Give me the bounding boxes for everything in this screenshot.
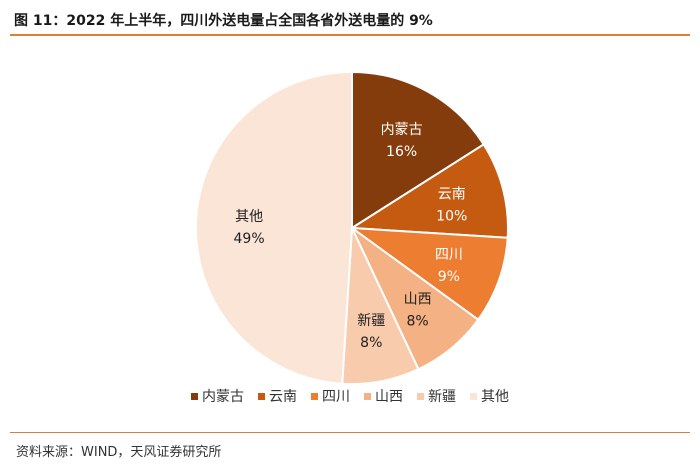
legend-item-3: 山西 [364, 386, 403, 406]
slice-value-label: 9% [438, 269, 460, 285]
legend-label: 内蒙古 [202, 389, 244, 405]
pie-slice-5 [195, 70, 353, 385]
legend-swatch [191, 392, 198, 400]
slice-name-label: 四川 [435, 247, 463, 263]
legend-item-2: 四川 [311, 386, 350, 406]
footer-divider [10, 432, 690, 433]
pie-slice-1 [348, 143, 509, 239]
pie-slice-0 [351, 70, 486, 230]
legend-swatch [311, 392, 318, 400]
legend-item-5: 其他 [470, 386, 509, 406]
chart-title: 图 11：2022 年上半年，四川外送电量占全国各省外送电量的 9% [14, 13, 433, 29]
legend-swatch [417, 392, 424, 400]
slice-value-label: 49% [234, 231, 265, 247]
slice-value-label: 16% [386, 144, 417, 160]
slice-value-label: 8% [360, 335, 382, 351]
legend-label: 山西 [375, 389, 403, 405]
title-divider [10, 34, 690, 36]
chart-legend: 内蒙古 云南 四川 山西 新疆 其他 [0, 386, 700, 406]
legend-label: 四川 [322, 389, 350, 405]
legend-label: 云南 [269, 389, 297, 405]
slice-name-label: 云南 [438, 186, 466, 202]
legend-label: 新疆 [428, 389, 456, 405]
source-note: 资料来源：WIND，天风证券研究所 [16, 445, 222, 460]
legend-item-1: 云南 [258, 386, 297, 406]
slice-name-label: 新疆 [357, 313, 385, 329]
pie-slice-2 [348, 226, 509, 322]
legend-swatch [470, 392, 477, 400]
legend-item-0: 内蒙古 [191, 386, 244, 406]
legend-swatch [258, 392, 265, 400]
legend-swatch [364, 392, 371, 400]
slice-name-label: 其他 [235, 209, 263, 225]
legend-item-4: 新疆 [417, 386, 456, 406]
slice-name-label: 内蒙古 [381, 122, 423, 138]
slice-value-label: 8% [407, 313, 429, 329]
legend-label: 其他 [481, 389, 509, 405]
slice-value-label: 10% [436, 208, 467, 224]
slice-name-label: 山西 [404, 291, 432, 307]
